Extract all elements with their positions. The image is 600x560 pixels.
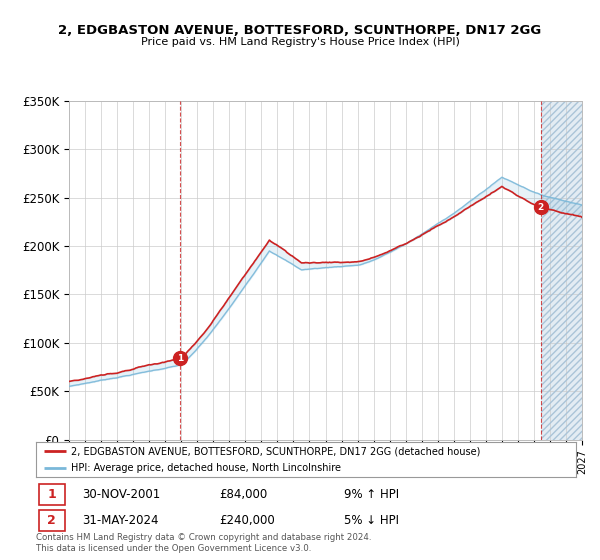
Text: 2, EDGBASTON AVENUE, BOTTESFORD, SCUNTHORPE, DN17 2GG (detached house): 2, EDGBASTON AVENUE, BOTTESFORD, SCUNTHO… [71, 446, 481, 456]
Text: 9% ↑ HPI: 9% ↑ HPI [344, 488, 399, 501]
Text: 5% ↓ HPI: 5% ↓ HPI [344, 514, 399, 528]
FancyBboxPatch shape [39, 510, 65, 531]
Text: HPI: Average price, detached house, North Lincolnshire: HPI: Average price, detached house, Nort… [71, 463, 341, 473]
Text: Price paid vs. HM Land Registry's House Price Index (HPI): Price paid vs. HM Land Registry's House … [140, 37, 460, 47]
Text: 1: 1 [177, 354, 183, 363]
Text: 1: 1 [47, 488, 56, 501]
Text: 2: 2 [47, 514, 56, 528]
Text: £84,000: £84,000 [220, 488, 268, 501]
FancyBboxPatch shape [39, 483, 65, 505]
Bar [541, 101, 582, 440]
Text: 31-MAY-2024: 31-MAY-2024 [82, 514, 158, 528]
Bar [541, 101, 582, 440]
Text: £240,000: £240,000 [220, 514, 275, 528]
Text: 30-NOV-2001: 30-NOV-2001 [82, 488, 160, 501]
Text: Contains HM Land Registry data © Crown copyright and database right 2024.
This d: Contains HM Land Registry data © Crown c… [36, 533, 371, 553]
Text: 2, EDGBASTON AVENUE, BOTTESFORD, SCUNTHORPE, DN17 2GG: 2, EDGBASTON AVENUE, BOTTESFORD, SCUNTHO… [58, 24, 542, 36]
Text: 2: 2 [538, 203, 544, 212]
